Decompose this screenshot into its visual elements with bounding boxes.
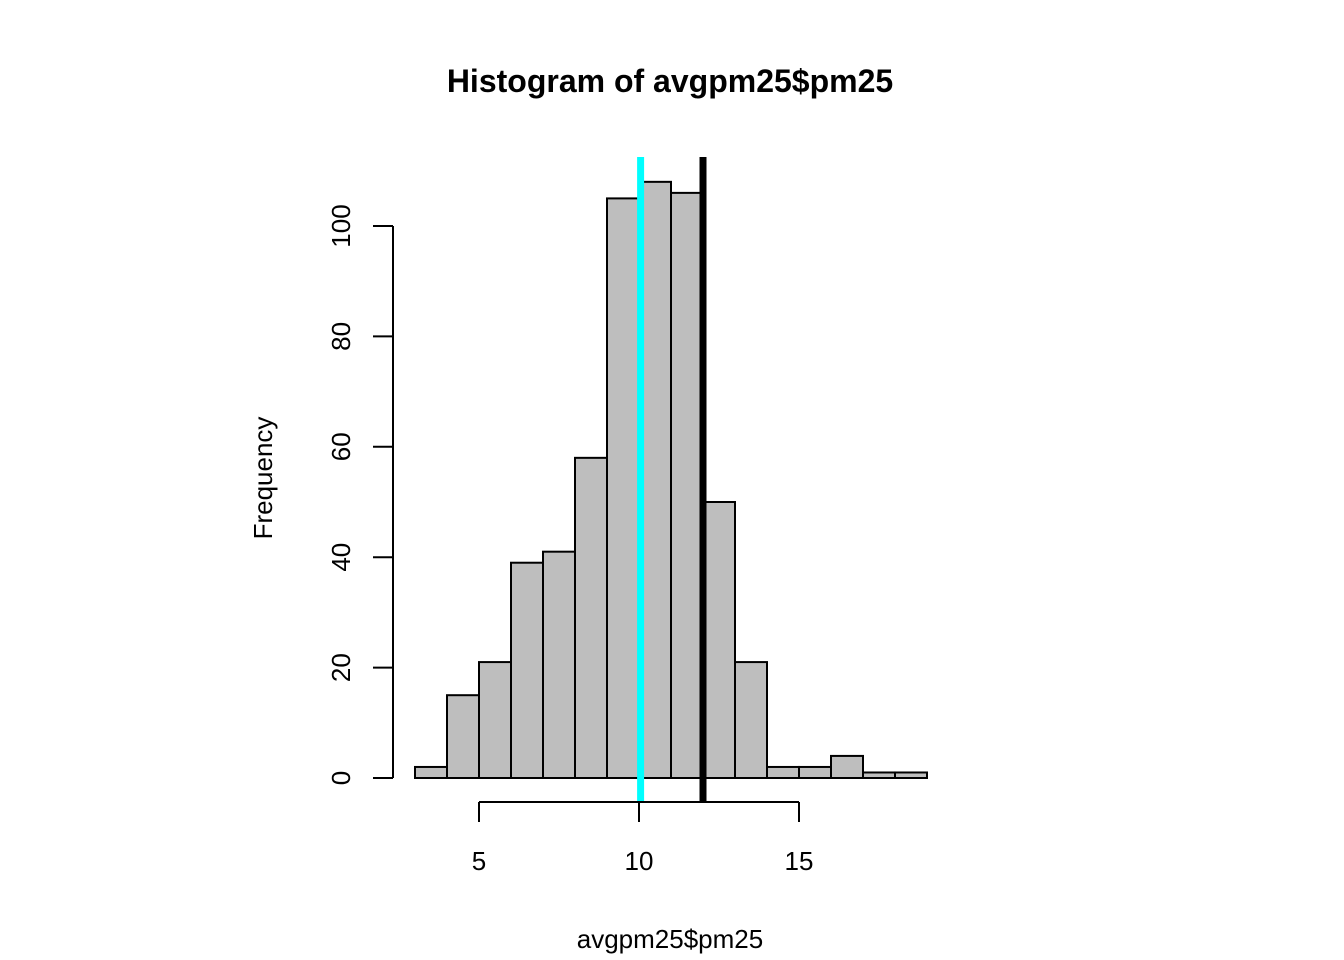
x-axis: 5 10 15	[472, 801, 814, 876]
reference-lines-group	[637, 157, 707, 802]
histogram-bar	[766, 765, 800, 780]
y-tick-label: 20	[326, 653, 356, 682]
y-tick-label: 80	[326, 322, 356, 351]
y-tick-label: 0	[326, 771, 356, 785]
histogram-bar	[446, 694, 480, 780]
histogram-bar	[510, 561, 544, 779]
histogram-bar	[574, 456, 608, 779]
y-tick-label: 60	[326, 432, 356, 461]
y-tick-label: 100	[326, 204, 356, 247]
histogram-bar	[606, 197, 640, 779]
histogram-bar	[894, 771, 928, 779]
histogram-bar	[670, 191, 704, 779]
histogram-bar	[478, 661, 512, 780]
histogram-bar	[734, 661, 768, 780]
bars-group	[414, 180, 928, 780]
y-axis-label: Frequency	[248, 417, 278, 540]
x-tick-label: 5	[472, 846, 486, 876]
chart-title: Histogram of avgpm25$pm25	[447, 63, 893, 99]
x-axis-label: avgpm25$pm25	[577, 924, 763, 954]
histogram-bar	[798, 765, 832, 780]
x-tick-label: 10	[625, 846, 654, 876]
histogram-bar	[414, 765, 448, 780]
y-tick-label: 40	[326, 543, 356, 572]
histogram-bar	[830, 754, 864, 779]
histogram-bar	[702, 501, 736, 779]
x-tick-label: 15	[785, 846, 814, 876]
histogram-bar	[862, 771, 896, 779]
histogram-bar	[542, 550, 576, 779]
y-axis: 0 20 40 60 80 100	[326, 204, 394, 785]
